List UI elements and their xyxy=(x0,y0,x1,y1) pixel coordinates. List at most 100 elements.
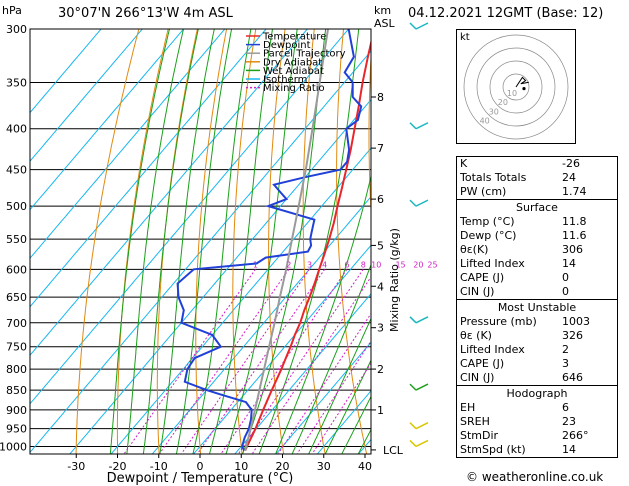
row-label: CAPE (J) xyxy=(460,271,505,284)
x-tick-label: 20 xyxy=(276,460,290,473)
legend-entry: Parcel Trajectory xyxy=(263,49,346,60)
mixing-ratio-axis-label: Mixing Ratio (g/kg) xyxy=(388,228,401,332)
table-row: Pressure (mb) 1003 xyxy=(457,315,617,329)
wind-barb xyxy=(409,316,429,324)
dry-adiabat-line xyxy=(336,29,368,454)
isotherm-line xyxy=(30,29,143,162)
x-tick-label: -10 xyxy=(150,460,168,473)
pressure-tick-label: 800 xyxy=(6,363,27,376)
row-label: SREH xyxy=(460,415,490,428)
table-row: Totals Totals 24 xyxy=(457,171,617,185)
isotherm-line xyxy=(192,244,371,454)
row-label: θε(K) xyxy=(460,243,489,256)
row-value: 266° xyxy=(562,429,589,442)
pressure-tick-label: 750 xyxy=(6,341,27,354)
x-tick-label: -30 xyxy=(67,460,85,473)
row-value: 0 xyxy=(562,285,569,298)
height-unit-km: km xyxy=(374,4,391,17)
wet-adiabat-line xyxy=(142,29,199,454)
table-row: PW (cm) 1.74 xyxy=(457,185,617,199)
table-row: EH 6 xyxy=(457,401,617,415)
isotherm-line xyxy=(30,29,226,259)
legend-entry: Dry Adiabat xyxy=(263,57,322,68)
most-unstable-block: Most Unstable Pressure (mb) 1003 θε (K) 326… xyxy=(457,299,617,385)
legend-entry: Dewpoint xyxy=(263,40,311,51)
row-value: 6 xyxy=(562,401,569,414)
table-row: SREH 23 xyxy=(457,415,617,429)
isotherm-line xyxy=(69,98,371,454)
height-tick-label: 2 xyxy=(377,363,384,376)
height-unit-asl: ASL xyxy=(374,17,396,30)
row-value: 0 xyxy=(562,271,569,284)
table-row: StmDir 266° xyxy=(457,429,617,443)
pressure-tick-label: 600 xyxy=(6,263,27,276)
row-label: Temp (°C) xyxy=(460,215,515,228)
pressure-tick-label: 650 xyxy=(6,291,27,304)
row-value: -26 xyxy=(562,157,580,170)
pressure-tick-label: 850 xyxy=(6,384,27,397)
mixing-ratio-label: 15 xyxy=(395,260,405,269)
isotherm-line xyxy=(151,195,371,454)
mixing-ratio-label: 4 xyxy=(322,260,327,269)
isotherm-line xyxy=(110,147,371,454)
pressure-tick-label: 950 xyxy=(6,423,27,436)
table-row: CIN (J) 646 xyxy=(457,371,617,385)
pressure-tick-label: 700 xyxy=(6,317,27,330)
mixing-ratio-label: 6 xyxy=(344,260,349,269)
dry-adiabat-line xyxy=(232,29,257,454)
table-row: Dewp (°C) 11.6 xyxy=(457,229,617,243)
dry-adiabat-line xyxy=(368,49,371,219)
table-row: CIN (J) 0 xyxy=(457,285,617,299)
table-row: θε (K) 326 xyxy=(457,329,617,343)
mixing-ratio-line xyxy=(197,269,326,454)
row-value: 23 xyxy=(562,415,576,428)
row-value: 646 xyxy=(562,371,583,384)
isotherm-line xyxy=(30,29,267,308)
hodograph-title: Hodograph xyxy=(506,387,568,400)
pressure-tick-label: 500 xyxy=(6,200,27,213)
row-label: Pressure (mb) xyxy=(460,315,537,328)
pressure-tick-label: 450 xyxy=(6,164,27,177)
row-label: Totals Totals xyxy=(460,171,527,184)
row-label: EH xyxy=(460,401,476,414)
row-label: θε (K) xyxy=(460,329,492,342)
mixing-ratio-label: 3 xyxy=(307,260,312,269)
x-tick-label: 10 xyxy=(234,460,248,473)
isotherm-line xyxy=(275,341,371,454)
hodograph-block: Hodograph EH 6 SREH 23 StmDir 266° StmSpd (kt)… xyxy=(457,385,617,457)
series-parcel-trajectory xyxy=(244,29,329,451)
wind-barb xyxy=(409,122,429,130)
row-value: 24 xyxy=(562,171,576,184)
wet-adiabat-line xyxy=(291,263,371,454)
mixing-ratio-label: 10 xyxy=(371,260,381,269)
wind-barb xyxy=(409,421,429,430)
x-tick-label: 0 xyxy=(197,460,204,473)
table-row: Lifted Index 2 xyxy=(457,343,617,357)
mixing-ratio-line xyxy=(220,269,348,454)
isotherm-line xyxy=(234,293,371,454)
legend-entry: Isotherm xyxy=(263,75,307,86)
date-label: 04.12.2021 12GMT (Base: 12) xyxy=(408,6,604,21)
wind-barb xyxy=(409,383,429,391)
hodograph-ring xyxy=(489,60,543,114)
mixing-ratio-line xyxy=(278,312,371,454)
mixing-ratio-label: 20 xyxy=(413,260,423,269)
row-label: StmSpd (kt) xyxy=(460,443,526,456)
mixing-ratio-line xyxy=(312,362,371,454)
row-label: StmDir xyxy=(460,429,499,442)
wet-adiabat-line xyxy=(192,29,252,454)
row-label: PW (cm) xyxy=(460,185,507,198)
plot-area xyxy=(30,29,371,454)
mixing-ratio-label: 25 xyxy=(427,260,437,269)
legend-entry: Mixing Ratio xyxy=(263,83,325,94)
pressure-tick-label: 350 xyxy=(6,76,27,89)
height-tick-label: 7 xyxy=(377,142,384,155)
row-value: 14 xyxy=(562,443,576,456)
mixing-ratio-line xyxy=(252,276,371,454)
wet-adiabat-line xyxy=(159,29,215,454)
hodograph-ring-label: 20 xyxy=(498,98,508,107)
wind-barb xyxy=(409,199,429,207)
x-tick-label: 40 xyxy=(358,460,372,473)
